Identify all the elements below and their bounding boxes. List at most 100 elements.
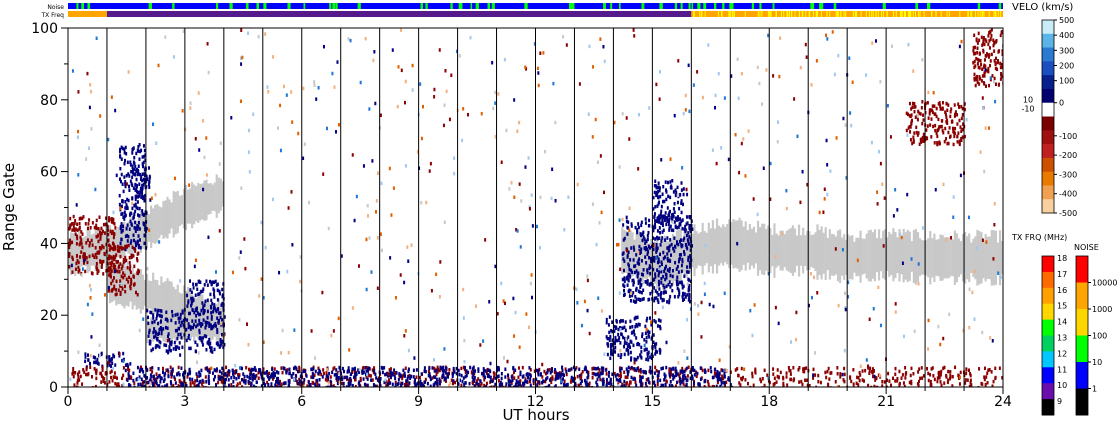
- freq-bar-tick: [1000, 11, 1002, 17]
- velocity-cell: [993, 49, 996, 53]
- velocity-cell: [80, 230, 83, 234]
- velocity-cell: [111, 361, 114, 365]
- scatter-cell: [765, 68, 768, 72]
- velocity-cell: [271, 377, 274, 381]
- velocity-cell: [118, 385, 121, 387]
- velocity-cell: [80, 250, 83, 254]
- velocity-cell: [958, 382, 961, 386]
- velocity-cell: [662, 274, 665, 279]
- velocity-cell: [154, 345, 157, 350]
- ground-scatter-cell: [752, 226, 756, 269]
- velocity-cell: [944, 112, 947, 117]
- velocity-cell: [660, 262, 663, 267]
- velocity-cell: [658, 226, 661, 230]
- velocity-cell: [638, 342, 641, 347]
- velocity-cell: [117, 288, 120, 292]
- velocity-cell: [934, 128, 937, 133]
- velocity-cell: [121, 384, 124, 387]
- noise-bar-tick: [87, 3, 91, 9]
- velocity-cell: [88, 361, 91, 366]
- scatter-cell: [238, 256, 241, 260]
- velocity-cell: [95, 261, 98, 266]
- velocity-cell: [627, 220, 630, 224]
- velocity-cell: [361, 371, 364, 375]
- velocity-cell: [119, 290, 122, 295]
- velocity-cell: [149, 367, 152, 372]
- velocity-cell: [109, 273, 112, 278]
- velocity-cell: [216, 298, 219, 302]
- velocity-cell: [104, 222, 107, 227]
- velocity-cell: [543, 369, 546, 374]
- velocity-cell: [124, 199, 127, 204]
- scatter-cell: [985, 240, 988, 244]
- velocity-cell: [914, 115, 917, 120]
- velocity-cell: [132, 186, 135, 190]
- velocity-cell: [95, 223, 98, 228]
- scatter-cell: [197, 91, 200, 95]
- velocity-cell: [424, 369, 427, 374]
- noise-bar-tick: [491, 3, 495, 9]
- velocity-cell: [718, 371, 721, 375]
- velocity-cell: [949, 109, 952, 114]
- scatter-cell: [83, 258, 86, 263]
- velocity-cell: [270, 374, 273, 379]
- freq-bar-tick: [787, 11, 789, 17]
- velocity-cell: [314, 382, 317, 387]
- velocity-cell: [196, 343, 199, 347]
- velocity-cell: [128, 227, 131, 231]
- scatter-cell: [463, 359, 466, 364]
- scatter-cell: [677, 360, 680, 365]
- velocity-cell: [189, 311, 192, 316]
- scatter-cell: [421, 104, 424, 109]
- velocity-cell: [921, 135, 924, 140]
- velocity-cell: [957, 131, 960, 135]
- ground-scatter-cell: [857, 237, 860, 276]
- scatter-cell: [756, 212, 759, 217]
- velocity-cell: [605, 380, 608, 385]
- scatter-cell: [835, 136, 838, 140]
- scatter-cell: [851, 80, 854, 85]
- velocity-cell: [195, 372, 198, 376]
- scatter-cell: [375, 199, 378, 203]
- velocity-cell: [108, 355, 111, 359]
- scatter-cell: [503, 356, 506, 360]
- velocity-cell: [153, 327, 156, 331]
- velocity-cell: [684, 384, 687, 387]
- velocity-cell: [128, 275, 131, 280]
- velocity-cell: [617, 338, 620, 342]
- velocity-cell: [850, 379, 853, 384]
- ground-scatter-cell: [814, 232, 817, 272]
- scatter-cell: [825, 33, 828, 38]
- scatter-cell: [892, 214, 895, 218]
- velocity-cell: [645, 318, 648, 323]
- ground-scatter-cell: [898, 229, 901, 282]
- velocity-cell: [548, 378, 551, 382]
- scatter-cell: [799, 65, 802, 70]
- scatter-cell: [331, 71, 334, 76]
- velocity-cell: [101, 262, 104, 266]
- velocity-cell: [624, 375, 627, 379]
- velocity-cell: [537, 372, 540, 377]
- velocity-cell: [675, 369, 678, 374]
- scatter-cell: [279, 103, 282, 108]
- scatter-cell: [271, 197, 274, 202]
- scatter-cell: [655, 82, 658, 87]
- scatter-cell: [583, 299, 586, 304]
- velocity-cell: [110, 369, 113, 373]
- velocity-cell: [911, 105, 914, 110]
- velocity-cell: [806, 378, 809, 382]
- velocity-cell: [681, 202, 684, 207]
- velocity-cell: [918, 367, 921, 371]
- velocity-cell: [136, 224, 139, 228]
- velocity-cell: [723, 375, 726, 379]
- velocity-cell: [517, 380, 520, 384]
- velocity-cell: [637, 297, 640, 302]
- freq-bar: [68, 11, 1003, 17]
- ground-scatter-cell: [955, 233, 959, 283]
- velocity-cell: [665, 190, 668, 194]
- freq-bar-tick: [701, 11, 703, 17]
- velocity-cell: [124, 255, 127, 260]
- velocity-cell: [220, 380, 223, 384]
- velocity-cell: [222, 345, 225, 350]
- velocity-cell: [550, 367, 553, 371]
